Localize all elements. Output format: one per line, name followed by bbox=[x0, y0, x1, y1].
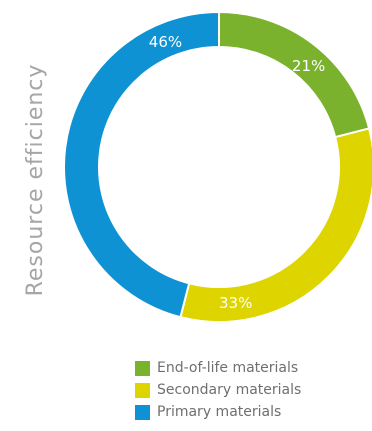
slice-primary bbox=[63, 10, 220, 319]
donut-slices bbox=[63, 10, 372, 323]
slice-labels: 21% 33% 46% bbox=[149, 33, 325, 312]
legend-swatch-primary bbox=[135, 404, 150, 420]
slice-label-secondary: 33% bbox=[219, 294, 252, 312]
chart-legend: End-of-life materials Secondary material… bbox=[135, 357, 365, 423]
legend-swatch-end-of-life bbox=[135, 360, 150, 376]
legend-item-secondary: Secondary materials bbox=[135, 379, 365, 401]
slice-label-end-of-life: 21% bbox=[292, 57, 325, 75]
legend-label-primary: Primary materials bbox=[157, 404, 282, 420]
legend-label-secondary: Secondary materials bbox=[157, 382, 302, 398]
legend-swatch-secondary bbox=[135, 382, 150, 398]
legend-item-primary: Primary materials bbox=[135, 401, 365, 423]
y-axis-title: Resource efficiency bbox=[23, 64, 48, 297]
slice-secondary bbox=[179, 127, 372, 323]
legend-item-end-of-life: End-of-life materials bbox=[135, 357, 365, 379]
slice-label-primary: 46% bbox=[149, 33, 182, 51]
legend-label-end-of-life: End-of-life materials bbox=[157, 360, 299, 376]
